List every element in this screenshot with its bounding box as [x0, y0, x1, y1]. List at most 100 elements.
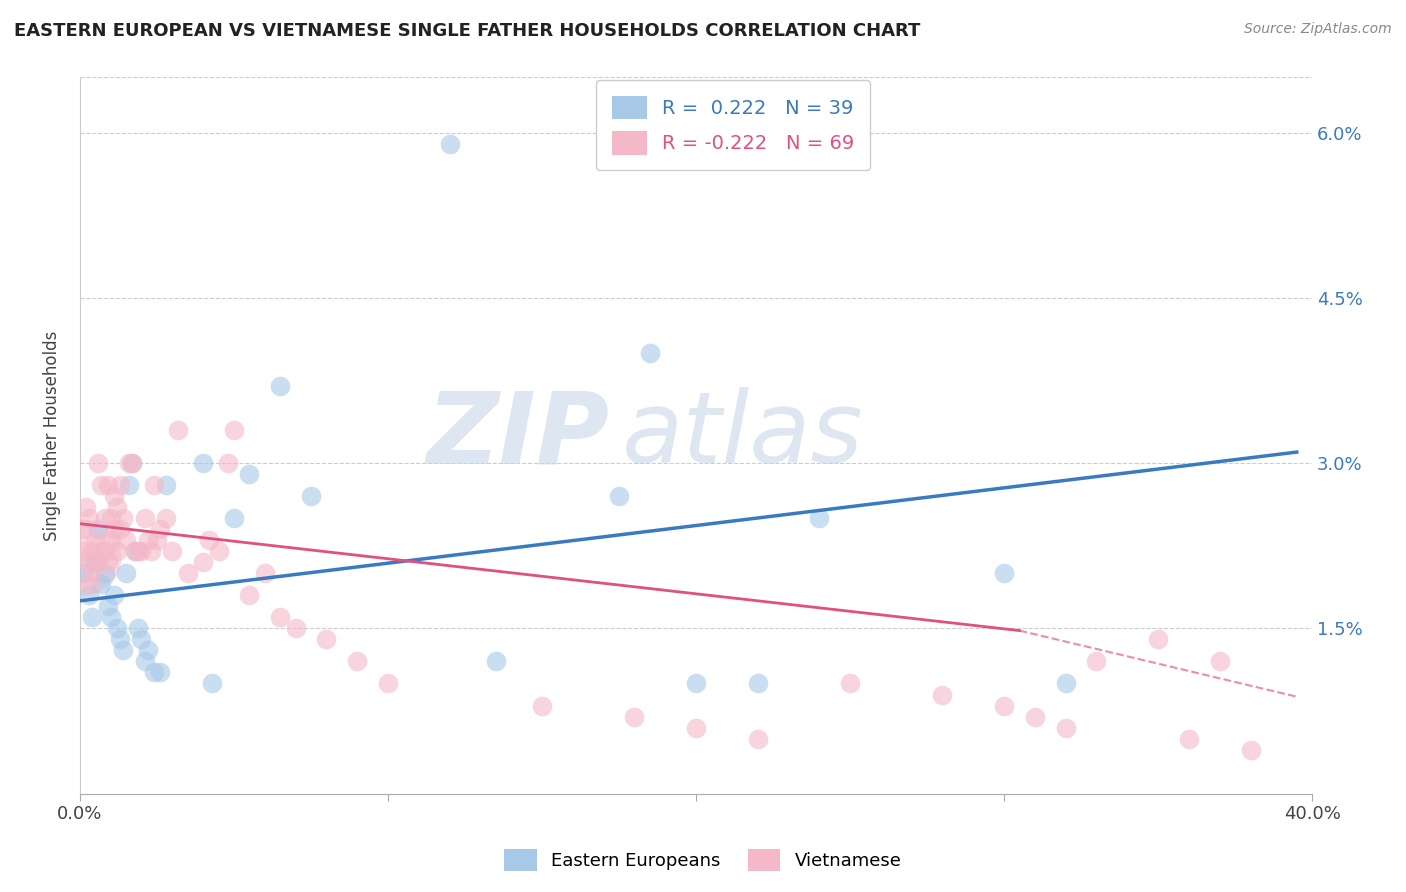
Point	[139, 544, 162, 558]
Point	[77, 511, 100, 525]
Point	[75, 500, 97, 515]
Point	[253, 566, 276, 581]
Point	[72, 566, 94, 581]
Point	[607, 489, 630, 503]
Point	[84, 555, 107, 569]
Point	[1178, 731, 1201, 746]
Point	[1085, 655, 1108, 669]
Point	[127, 544, 149, 558]
Point	[315, 632, 337, 647]
Point	[77, 588, 100, 602]
Point	[131, 544, 153, 558]
Point	[146, 533, 169, 548]
Point	[439, 136, 461, 151]
Point	[108, 478, 131, 492]
Point	[82, 610, 104, 624]
Point	[377, 676, 399, 690]
Point	[839, 676, 862, 690]
Point	[142, 665, 165, 680]
Point	[931, 688, 953, 702]
Point	[993, 566, 1015, 581]
Point	[87, 555, 110, 569]
Point	[1054, 676, 1077, 690]
Point	[134, 655, 156, 669]
Point	[93, 566, 115, 581]
Point	[115, 566, 138, 581]
Point	[90, 478, 112, 492]
Point	[121, 456, 143, 470]
Point	[90, 544, 112, 558]
Point	[118, 478, 141, 492]
Point	[167, 423, 190, 437]
Point	[191, 555, 214, 569]
Point	[87, 456, 110, 470]
Point	[747, 731, 769, 746]
Point	[162, 544, 184, 558]
Point	[82, 544, 104, 558]
Point	[72, 522, 94, 536]
Point	[103, 489, 125, 503]
Text: Source: ZipAtlas.com: Source: ZipAtlas.com	[1244, 22, 1392, 37]
Point	[93, 511, 115, 525]
Point	[118, 456, 141, 470]
Point	[84, 533, 107, 548]
Point	[530, 698, 553, 713]
Point	[97, 478, 120, 492]
Point	[269, 379, 291, 393]
Point	[198, 533, 221, 548]
Point	[222, 511, 245, 525]
Point	[136, 643, 159, 657]
Point	[111, 511, 134, 525]
Point	[100, 511, 122, 525]
Point	[75, 555, 97, 569]
Point	[127, 621, 149, 635]
Point	[108, 522, 131, 536]
Point	[121, 456, 143, 470]
Point	[623, 709, 645, 723]
Legend: Eastern Europeans, Vietnamese: Eastern Europeans, Vietnamese	[498, 842, 908, 879]
Point	[1239, 742, 1261, 756]
Point	[176, 566, 198, 581]
Point	[993, 698, 1015, 713]
Point	[84, 555, 107, 569]
Point	[142, 478, 165, 492]
Point	[100, 610, 122, 624]
Point	[111, 643, 134, 657]
Point	[93, 544, 115, 558]
Point	[105, 621, 128, 635]
Point	[238, 467, 260, 482]
Point	[284, 621, 307, 635]
Point	[97, 555, 120, 569]
Legend: R =  0.222   N = 39, R = -0.222   N = 69: R = 0.222 N = 39, R = -0.222 N = 69	[596, 80, 870, 170]
Point	[136, 533, 159, 548]
Point	[191, 456, 214, 470]
Point	[747, 676, 769, 690]
Point	[97, 599, 120, 614]
Point	[1024, 709, 1046, 723]
Point	[685, 721, 707, 735]
Point	[299, 489, 322, 503]
Point	[90, 577, 112, 591]
Point	[87, 522, 110, 536]
Point	[105, 544, 128, 558]
Point	[77, 577, 100, 591]
Point	[201, 676, 224, 690]
Point	[485, 655, 508, 669]
Point	[124, 544, 146, 558]
Point	[638, 346, 661, 360]
Point	[238, 588, 260, 602]
Point	[103, 522, 125, 536]
Point	[72, 549, 94, 564]
Point	[269, 610, 291, 624]
Y-axis label: Single Father Households: Single Father Households	[44, 330, 60, 541]
Point	[1147, 632, 1170, 647]
Point	[134, 511, 156, 525]
Point	[100, 533, 122, 548]
Point	[105, 500, 128, 515]
Point	[222, 423, 245, 437]
Point	[149, 522, 172, 536]
Point	[115, 533, 138, 548]
Point	[217, 456, 239, 470]
Point	[1209, 655, 1232, 669]
Point	[685, 676, 707, 690]
